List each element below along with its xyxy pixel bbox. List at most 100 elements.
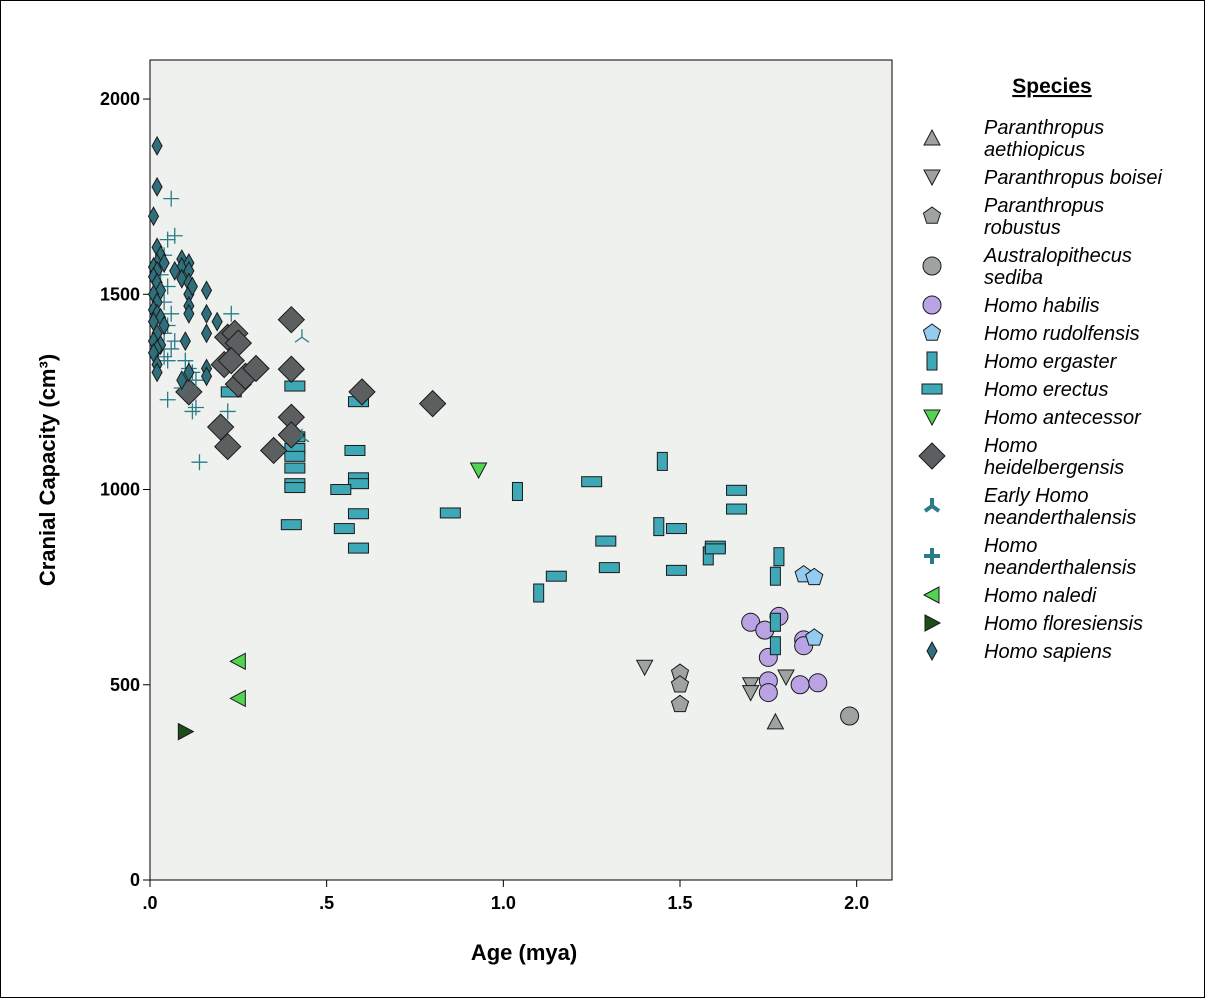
legend-label: Homo habilis [984,295,1100,317]
data-point [223,305,240,322]
data-point [158,253,170,274]
data-point [166,227,183,244]
legend-marker [922,586,940,604]
x-axis-title: Age (mya) [471,940,577,965]
legend-label: Homo erectus [984,379,1109,401]
legend-marker [922,295,942,315]
data-point [595,535,617,547]
legend-marker [926,640,938,662]
data-point [635,659,654,677]
data-point [151,362,163,383]
data-point [242,354,270,383]
data-point [439,507,461,519]
data-point [214,432,242,461]
legend-marker [924,614,942,632]
legend-marker [923,498,941,513]
data-point [169,260,181,281]
data-point [653,517,665,537]
data-point [159,352,176,369]
legend-label: Homo [984,535,1037,557]
data-point [545,570,567,582]
legend-marker [923,128,941,146]
legend-marker [923,169,941,187]
y-tick-label: 2000 [100,89,140,109]
legend-label: Homo sapiens [984,641,1112,663]
legend-label: Homo naledi [984,585,1097,607]
legend-marker [918,442,946,470]
data-point [183,303,195,324]
plot-area [149,59,893,881]
data-point [176,370,188,391]
legend-label: neanderthalensis [984,507,1136,529]
data-point [469,462,488,480]
legend-label: Homo floresiensis [984,613,1143,635]
data-point [187,399,204,416]
y-axis-title: Cranial Capacity (cm³) [35,354,60,586]
data-point [200,303,213,324]
legend-marker [924,548,940,564]
data-point [211,311,223,332]
data-point [581,476,603,488]
legend-label: robustus [984,217,1061,239]
legend-marker [921,383,943,395]
data-point [229,652,246,671]
data-point [277,421,306,449]
data-point [704,543,726,555]
legend-label: Homo antecessor [984,407,1142,429]
data-point [656,451,668,471]
data-point [769,612,781,632]
data-point [163,305,180,322]
data-point [348,378,376,406]
legend: Paranthropus aethiopicus Paranthropus bois… [918,117,1162,663]
data-point [758,683,778,703]
data-point [277,305,306,334]
data-point [840,706,860,726]
x-axis: .0 .5 1.0 1.5 2.0 [142,880,869,913]
x-tick-label: .0 [142,893,157,913]
data-point [191,454,208,471]
data-point [347,508,369,520]
data-point [163,190,180,207]
data-point [769,636,781,656]
data-point [186,276,198,297]
legend-marker [922,256,942,276]
data-point [347,542,369,554]
legend-marker [923,409,941,427]
legend-title: Species [1012,75,1091,98]
data-point [347,478,369,490]
data-point [790,675,810,695]
data-points [147,135,860,741]
data-point [177,352,194,369]
data-point [183,362,195,383]
data-point [766,712,785,730]
data-point [259,436,288,465]
legend-label: heidelbergensis [984,457,1124,479]
legend-label: Paranthropus boisei [984,167,1162,189]
y-tick-label: 500 [110,675,140,695]
data-point [726,503,748,515]
data-point [284,482,306,494]
data-point [665,523,687,535]
data-point [280,519,302,531]
legend-label: Homo rudolfensis [984,323,1140,345]
data-point [200,366,213,387]
data-point [670,675,690,693]
data-point [777,669,795,687]
legend-label: Homo ergaster [984,351,1118,373]
data-point [598,562,620,574]
data-point [184,403,201,420]
y-axis: 0 500 1000 1500 2000 [100,89,150,890]
x-tick-label: .5 [319,893,334,913]
data-point [294,329,310,343]
data-point [284,462,306,474]
data-point [805,628,824,646]
legend-label: Paranthropus [984,195,1104,217]
data-point [511,481,523,501]
legend-label: sediba [984,267,1043,289]
data-point [769,566,781,586]
data-point [159,231,176,248]
legend-label: aethiopicus [984,139,1085,161]
data-point [163,340,180,357]
data-point [670,694,690,713]
